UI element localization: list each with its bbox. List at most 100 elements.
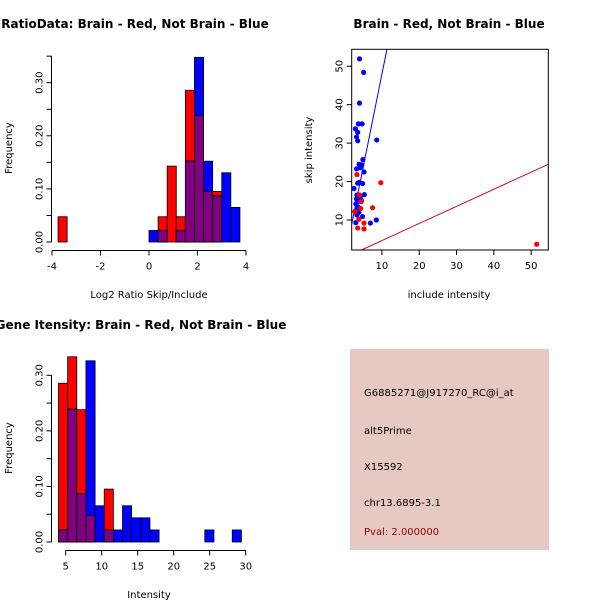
- not-brain-point: [361, 69, 367, 75]
- not-brain-bar: [230, 206, 241, 243]
- not-brain-bar: [204, 529, 215, 543]
- brain-point: [369, 205, 376, 211]
- probe-id: G6885271@J917270_RC@i_at: [364, 388, 514, 399]
- not-brain-fit-line: [351, 49, 388, 225]
- info-panel-background: [350, 349, 549, 550]
- event-type: alt5Prime: [364, 426, 412, 437]
- not-brain-point: [373, 217, 379, 223]
- not-brain-point: [374, 137, 380, 143]
- y-tick-label: 20: [335, 175, 346, 188]
- not-brain-point: [351, 185, 357, 192]
- y-tick-label: 50: [335, 60, 346, 73]
- brain-bar: [57, 216, 68, 243]
- overlap-bar: [76, 493, 87, 543]
- not-brain-point: [355, 121, 362, 127]
- not-brain-bar: [221, 172, 232, 243]
- intensity-xlabel: Intensity: [127, 590, 171, 600]
- x-tick-label: 30: [450, 261, 463, 272]
- overlap-bar: [103, 529, 114, 543]
- ratio-xlabel: Log2 Ratio Skip/Include: [90, 290, 207, 301]
- x-tick-label: 10: [95, 562, 108, 573]
- y-tick-label: 30: [335, 137, 346, 150]
- not-brain-point: [355, 138, 361, 144]
- x-tick-label: -4: [47, 262, 57, 273]
- y-tick-label: 0.10: [35, 178, 46, 200]
- not-brain-point: [357, 165, 363, 171]
- not-brain-bar: [94, 505, 105, 543]
- y-tick-label: 0.10: [35, 475, 46, 497]
- not-brain-bar: [148, 230, 159, 243]
- ratio-title: RatioData: Brain - Red, Not Brain - Blue: [1, 17, 268, 31]
- brain-point: [352, 208, 358, 215]
- x-tick-label: -2: [96, 262, 106, 273]
- brain-point: [378, 180, 384, 186]
- overlap-bar: [67, 408, 78, 543]
- overlap-bar: [175, 230, 186, 243]
- not-brain-point: [359, 213, 366, 220]
- x-tick-label: 50: [525, 261, 538, 272]
- overlap-bar: [184, 160, 195, 243]
- info-panel: G6885271@J917270_RC@i_at alt5Prime X1559…: [350, 349, 549, 550]
- x-tick-label: 0: [146, 262, 152, 273]
- brain-point: [358, 205, 364, 212]
- x-tick-label: 20: [413, 261, 426, 272]
- scatter-plot: Brain - Red, Not Brain - Blue include in…: [304, 17, 549, 301]
- x-tick-label: 15: [131, 562, 144, 573]
- brain-point: [355, 225, 361, 231]
- brain-point: [361, 226, 367, 232]
- intensity-ylabel: Frequency: [4, 422, 15, 474]
- x-tick-label: 4: [243, 262, 249, 273]
- not-brain-point: [359, 121, 365, 127]
- brain-point: [356, 216, 362, 222]
- x-tick-label: 10: [376, 261, 389, 272]
- scatter-xlabel: include intensity: [408, 290, 491, 301]
- not-brain-point: [367, 220, 373, 226]
- overlap-bar: [85, 515, 96, 543]
- not-brain-point: [361, 192, 367, 198]
- x-tick-label: 25: [203, 562, 216, 573]
- not-brain-point: [359, 180, 366, 187]
- brain-point: [361, 220, 367, 226]
- brain-point: [534, 241, 540, 247]
- not-brain-bar: [131, 517, 142, 543]
- brain-point: [356, 192, 363, 198]
- plot-box: [351, 48, 549, 251]
- ratio-histogram: RatioData: Brain - Red, Not Brain - Blue…: [1, 17, 268, 301]
- y-tick-label: 0.30: [35, 364, 46, 386]
- brain-point: [354, 172, 360, 178]
- ratio-ylabel: Frequency: [4, 122, 15, 174]
- not-brain-point: [360, 157, 366, 163]
- not-brain-bar: [140, 517, 151, 543]
- not-brain-point: [353, 220, 359, 226]
- accession: X15592: [364, 462, 403, 473]
- overlap-bar: [58, 529, 69, 543]
- brain-fit-line: [360, 163, 549, 250]
- overlap-bar: [212, 195, 223, 243]
- y-tick-label: 0.00: [35, 231, 46, 253]
- not-brain-bar: [149, 529, 160, 543]
- scatter-ylabel: skip intensity: [304, 117, 315, 184]
- not-brain-bar: [122, 505, 133, 543]
- not-brain-bar: [112, 529, 123, 543]
- not-brain-point: [356, 56, 363, 62]
- y-tick-label: 0.00: [35, 531, 46, 553]
- y-tick-label: 0.20: [35, 420, 46, 442]
- brain-bar: [166, 165, 177, 243]
- not-brain-point: [355, 129, 361, 135]
- intensity-histogram: Gene Itensity: Brain - Red, Not Brain - …: [0, 318, 286, 600]
- x-tick-label: 30: [239, 562, 252, 573]
- y-tick-label: 10: [335, 214, 346, 227]
- y-tick-label: 40: [335, 98, 346, 111]
- location: chr13.6895-3.1: [364, 498, 441, 509]
- y-tick-label: 0.20: [35, 125, 46, 147]
- x-tick-label: 20: [167, 562, 180, 573]
- plot-area: [351, 49, 549, 250]
- not-brain-bar: [85, 360, 96, 543]
- y-tick-label: 0.30: [35, 72, 46, 94]
- pval: Pval: 2.000000: [364, 527, 439, 538]
- overlap-bar: [157, 230, 168, 243]
- scatter-title: Brain - Red, Not Brain - Blue: [353, 17, 544, 31]
- overlap-bar: [194, 115, 204, 243]
- brain-bar: [58, 382, 69, 543]
